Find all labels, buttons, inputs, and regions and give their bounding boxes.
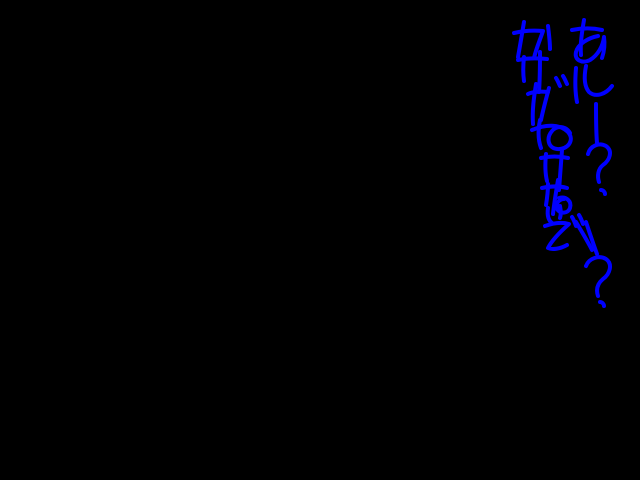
ink-stroke-ke2-2 <box>539 154 570 160</box>
ink-stroke-na-3 <box>551 178 560 216</box>
ink-stroke-q1-1 <box>586 142 612 184</box>
ink-stroke-dash-2 <box>594 102 599 145</box>
ink-stroke-nu-2 <box>530 123 573 152</box>
ink-stroke-do-dakuten-2 <box>577 213 585 226</box>
ink-stroke-na-2 <box>540 184 569 190</box>
ink-stroke-a-1 <box>570 26 604 32</box>
ink-stroke-dash-3 <box>574 220 594 252</box>
ink-stroke-ga-3 <box>539 86 551 122</box>
ink-stroke-ga-dakuten-1 <box>554 76 562 88</box>
ink-stroke-ga-2 <box>530 82 538 126</box>
ink-stroke-nu-1 <box>536 118 543 150</box>
ink-stroke-re-2 <box>582 64 614 97</box>
stroke-group <box>512 18 614 308</box>
ink-stroke-i-1 <box>545 206 554 225</box>
ink-stroke-ke-3 <box>537 50 542 94</box>
ink-stroke-re-1 <box>573 66 579 104</box>
ink-stroke-dash-1 <box>584 220 599 256</box>
ink-stroke-ka-3 <box>546 24 552 51</box>
ink-stroke-a-3 <box>573 34 607 64</box>
ink-stroke-a-2 <box>578 18 586 57</box>
ink-stroke-i-2 <box>558 204 563 220</box>
ink-stroke-ka-2 <box>512 28 545 60</box>
ink-stroke-ga-dakuten-2 <box>561 74 569 86</box>
ink-stroke-na-4 <box>554 195 573 215</box>
ink-stroke-q2-1 <box>584 255 612 298</box>
ink-stroke-do-1 <box>543 220 571 251</box>
ink-stroke-ke-2 <box>516 56 549 62</box>
ink-stroke-q2-2 <box>598 300 606 308</box>
ink-stroke-ka-1 <box>516 20 526 59</box>
ink-stroke-q1-2 <box>599 188 607 196</box>
